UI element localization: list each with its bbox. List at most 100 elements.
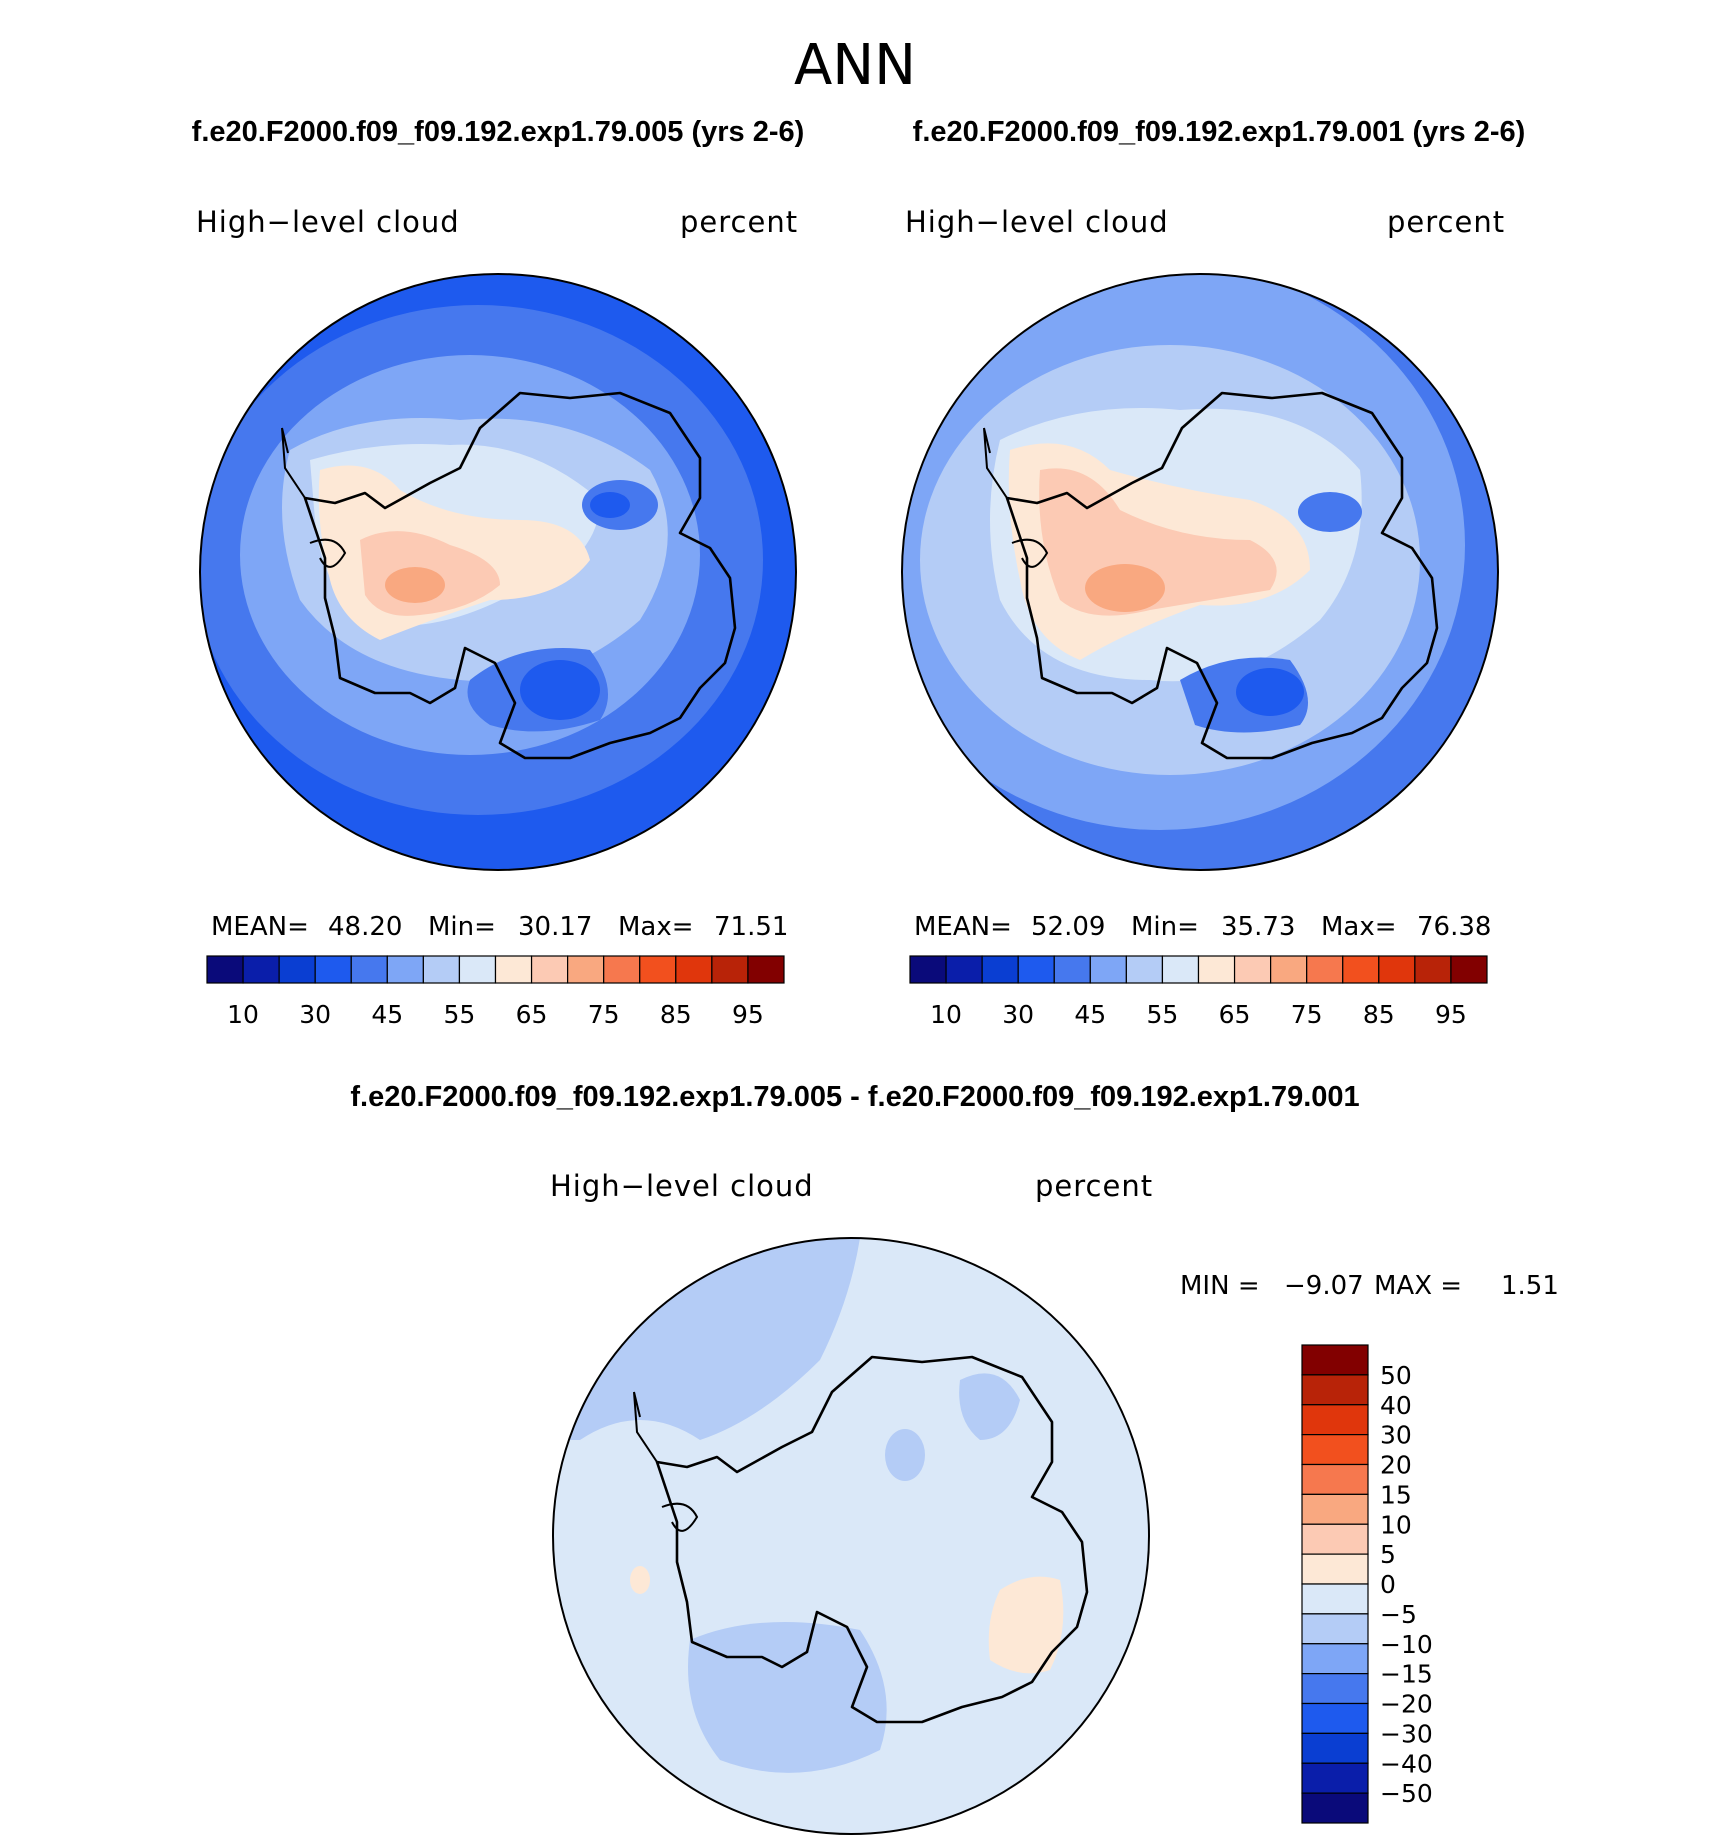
map-region [1236,668,1304,716]
colorbar-tick-label: −20 [1380,1690,1433,1719]
colorbar-tick-label: 65 [1219,1000,1251,1029]
map-region [988,1576,1064,1674]
left-polar-map [199,273,797,871]
right-min-value: 35.73 [1221,912,1295,942]
map-region [1298,492,1362,532]
diff-min-value: −9.07 [1284,1271,1364,1301]
diff-min-label: MIN = [1180,1271,1260,1301]
map-region [959,1373,1020,1440]
left-stats: MEAN= 48.20 Min= 30.17 Max= 71.51 [211,912,788,942]
colorbar-swatch [639,955,677,984]
colorbar-swatch [1301,1583,1369,1615]
left-max-value: 71.51 [714,912,788,942]
colorbar-swatch [1089,955,1127,984]
colorbar-tick-label: 0 [1380,1570,1396,1599]
colorbar-swatch [1301,1344,1369,1376]
colorbar-swatch [386,955,424,984]
colorbar-swatch [1301,1553,1369,1585]
colorbar-swatch [1414,955,1452,984]
colorbar-swatch [278,955,316,984]
map-region [885,1429,925,1481]
colorbar-tick-label: 30 [299,1000,331,1029]
colorbar-swatch [1301,1374,1369,1406]
colorbar-tick-label: −40 [1380,1749,1433,1778]
right-variable-label: High−level cloud [905,205,1169,239]
colorbar-swatch [1270,955,1308,984]
colorbar-swatch [1301,1762,1369,1794]
diff-max-label: MAX = [1374,1271,1462,1301]
left-min-label: Min= [428,912,496,942]
map-region [385,567,445,603]
colorbar-tick-label: 75 [1291,1000,1323,1029]
colorbar-swatch [1125,955,1164,984]
right-units-label: percent [1387,205,1505,239]
colorbar-swatch [1301,1493,1369,1525]
colorbar-swatch [1378,955,1416,984]
right-max-label: Max= [1321,912,1397,942]
diff-polar-map [552,1237,1150,1835]
right-colorbar: 10 30 45 55 65 75 85 95 [909,955,1488,1029]
colorbar-tick-label: 75 [588,1000,620,1029]
map-region [1085,564,1165,612]
colorbar-swatch [206,955,244,984]
colorbar-swatch [494,955,533,984]
left-colorbar: 10 30 45 55 65 75 85 95 [206,955,785,1029]
colorbar-tick-label: −5 [1380,1600,1417,1629]
colorbar-tick-label: 30 [1002,1000,1034,1029]
colorbar-swatch [1306,955,1344,984]
colorbar-tick-label: 45 [371,1000,403,1029]
colorbar-swatch [1301,1404,1369,1436]
colorbar-tick-label: 20 [1380,1451,1412,1480]
colorbar-swatch [530,955,569,984]
colorbar-tick-label: 50 [1380,1361,1412,1390]
colorbar-swatch [945,955,983,984]
right-stats: MEAN= 52.09 Min= 35.73 Max= 76.38 [914,912,1491,942]
colorbar-tick-label: 10 [930,1000,962,1029]
colorbar-tick-label: 85 [1363,1000,1395,1029]
case-title-left: f.e20.F2000.f09_f09.192.exp1.79.005 (yrs… [192,116,805,148]
colorbar-swatch [909,955,947,984]
colorbar-swatch [1301,1434,1369,1466]
colorbar-tick-label: 55 [444,1000,476,1029]
diff-max-value: 1.51 [1501,1271,1559,1301]
left-variable-label: High−level cloud [196,205,460,239]
colorbar-swatch [1450,955,1488,984]
colorbar-swatch [314,955,352,984]
colorbar-swatch [1197,955,1236,984]
map-region [520,660,600,720]
right-min-label: Min= [1131,912,1199,942]
season-title: ANN [794,33,916,98]
right-mean-label: MEAN= [914,912,1012,942]
colorbar-tick-label: 65 [516,1000,548,1029]
colorbar-swatch [422,955,461,984]
left-min-value: 30.17 [518,912,592,942]
left-units-label: percent [680,205,798,239]
right-polar-map [901,273,1499,871]
map-region [688,1622,887,1773]
colorbar-tick-label: 45 [1074,1000,1106,1029]
map-region [630,1566,650,1594]
colorbar-swatch [1301,1613,1369,1645]
colorbar-swatch [747,955,785,984]
colorbar-swatch [458,955,497,984]
colorbar-swatch [1301,1732,1369,1764]
colorbar-swatch [1161,955,1200,984]
colorbar-swatch [1053,955,1091,984]
colorbar-tick-label: 10 [227,1000,259,1029]
colorbar-swatch [242,955,280,984]
colorbar-swatch [603,955,641,984]
colorbar-tick-label: 95 [1435,1000,1467,1029]
colorbar-tick-label: 85 [660,1000,692,1029]
colorbar-tick-label: 30 [1380,1421,1412,1450]
map-region [590,492,630,518]
colorbar-swatch [1301,1792,1369,1824]
diff-variable-label: High−level cloud [550,1169,814,1203]
colorbar-tick-label: −10 [1380,1630,1433,1659]
diff-units-label: percent [1035,1169,1153,1203]
left-mean-label: MEAN= [211,912,309,942]
diff-stats: MIN = −9.07 MAX = 1.51 [1180,1271,1559,1301]
colorbar-tick-label: 10 [1380,1510,1412,1539]
right-max-value: 76.38 [1417,912,1491,942]
